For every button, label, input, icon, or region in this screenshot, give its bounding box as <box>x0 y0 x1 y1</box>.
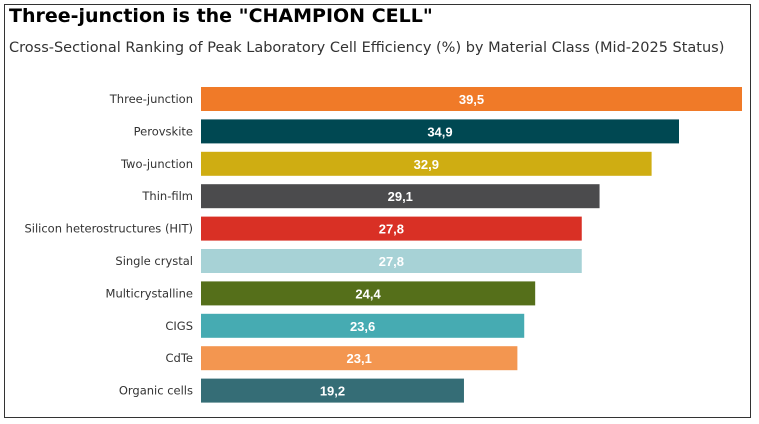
category-label: Two-junction <box>120 157 193 171</box>
value-label: 39,5 <box>459 92 484 107</box>
bar <box>201 281 536 306</box>
category-label: Multicrystalline <box>106 286 193 300</box>
chart-subtitle: Cross-Sectional Ranking of Peak Laborato… <box>9 40 725 56</box>
category-label: Three-junction <box>109 92 193 106</box>
category-label: Silicon heterostructures (HIT) <box>24 222 193 236</box>
category-label: CIGS <box>165 319 193 333</box>
value-label: 27,8 <box>379 222 404 237</box>
category-label: CdTe <box>166 351 193 365</box>
value-label: 34,9 <box>427 124 452 139</box>
category-label: Thin-film <box>141 189 193 203</box>
bar <box>201 119 679 144</box>
bar <box>201 346 518 371</box>
bar <box>201 249 582 273</box>
bar <box>201 151 652 176</box>
value-label: 32,9 <box>414 157 439 172</box>
bar <box>201 216 582 241</box>
value-label: 27,8 <box>379 254 404 269</box>
category-label: Single crystal <box>115 254 193 268</box>
value-label: 19,2 <box>320 384 345 399</box>
chart-frame <box>4 4 751 418</box>
category-label: Organic cells <box>119 384 193 398</box>
category-label: Perovskite <box>134 124 193 138</box>
bar <box>201 184 600 209</box>
value-label: 23,1 <box>347 351 372 366</box>
bar <box>201 313 525 338</box>
bar <box>201 87 742 111</box>
bar <box>201 378 464 403</box>
value-label: 23,6 <box>350 319 375 334</box>
value-label: 24,4 <box>355 286 381 301</box>
value-label: 29,1 <box>388 189 413 204</box>
chart-title: Three-junction is the "CHAMPION CELL" <box>9 5 433 27</box>
